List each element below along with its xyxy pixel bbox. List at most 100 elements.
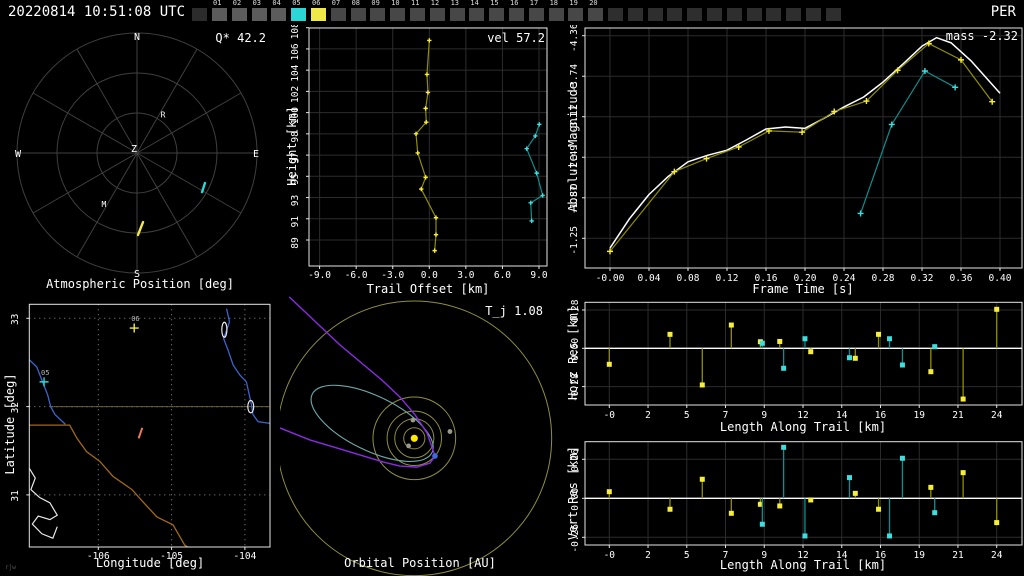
meteoroid-orbit-purple (280, 296, 436, 468)
frame-box-13[interactable] (449, 8, 465, 21)
frame-box[interactable] (746, 8, 762, 21)
svg-text:0.24: 0.24 (833, 273, 856, 284)
frame-box-04[interactable] (271, 8, 287, 21)
svg-text:-106: -106 (87, 551, 110, 562)
frame-box[interactable] (627, 8, 643, 21)
trail-ylabel: Height [km] (285, 106, 299, 186)
atmospheric-title: Atmospheric Position [deg] (46, 277, 234, 291)
frame-box-20[interactable] (588, 8, 604, 21)
svg-text:-105: -105 (160, 551, 183, 562)
frame-box-label: 08 (351, 0, 361, 7)
frame-box-08[interactable] (350, 8, 366, 21)
frame-box-01[interactable] (212, 8, 227, 21)
vertical-residuals-plot: -0 2 5 7 9 12 14 16 19 21 24 0.26 0.00 -0.26 (570, 441, 1023, 561)
magnitude-xlabel: Frame Time [s] (752, 282, 854, 296)
svg-text:9: 9 (761, 550, 767, 561)
ground-track (137, 427, 144, 439)
watermark: rjw (5, 564, 16, 571)
ground-map-plot: 06 05 -106 -105 -104 33 32 31 (10, 303, 271, 562)
svg-text:19: 19 (913, 410, 925, 421)
frame-box-16[interactable] (509, 8, 524, 21)
frame-box[interactable] (806, 8, 821, 21)
ground-map-panel: 06 05 -106 -105 -104 33 32 31 Longitude [deg] L… (0, 300, 280, 576)
frame-box-07[interactable] (330, 8, 346, 21)
terrain-outline (29, 468, 59, 539)
horizontal-residuals-panel: -0 2 5 7 9 12 14 16 19 21 24 0.28 0.00 -0.28 Length A… (560, 295, 1024, 437)
frame-box[interactable] (192, 8, 207, 21)
frame-box-17[interactable] (528, 8, 544, 21)
sun (410, 434, 418, 442)
vert-xlabel: Length Along Trail [km] (719, 558, 887, 572)
frame-box[interactable] (766, 8, 782, 21)
svg-text:7: 7 (723, 410, 729, 421)
y-tick-labels: 0.26 0.00 -0.26 (570, 449, 581, 553)
frame-box-label: 18 (549, 0, 559, 7)
frame-box[interactable] (608, 8, 623, 21)
frame-box-06[interactable] (311, 8, 326, 21)
frame-box-label: 02 (232, 0, 242, 7)
frame-box[interactable] (786, 8, 802, 21)
frame-box-05[interactable] (291, 8, 307, 21)
frame-box-02[interactable] (231, 8, 247, 21)
frame-box-03[interactable] (251, 8, 267, 21)
svg-text:21: 21 (952, 410, 964, 421)
polar-grid (16, 32, 258, 274)
frame-box-label: 15 (490, 0, 499, 7)
frame-box-10[interactable] (390, 8, 406, 21)
frame-box[interactable] (707, 8, 722, 21)
svg-text:24: 24 (991, 410, 1003, 421)
svg-text:R: R (161, 110, 166, 119)
svg-text:-3.74: -3.74 (569, 64, 580, 93)
axes-frame (582, 301, 1023, 408)
vert-ylabel: Vert Res [km] (566, 446, 580, 540)
svg-text:97: 97 (290, 152, 301, 163)
svg-text:14: 14 (836, 550, 848, 561)
horz-ylabel: Horz Res [km] (566, 306, 580, 400)
frame-box-label: 07 (331, 0, 341, 7)
svg-text:0.32: 0.32 (911, 273, 934, 284)
svg-text:89: 89 (290, 237, 301, 249)
station-markers: 06 05 (39, 315, 140, 387)
frame-box[interactable] (687, 8, 703, 21)
sky-markers: RM (102, 110, 166, 209)
tisserand-value: T_j 1.08 (485, 304, 543, 318)
frame-box-18[interactable] (548, 8, 564, 21)
frame-box-09[interactable] (370, 8, 386, 21)
planet-mars (447, 429, 453, 434)
frame-box[interactable] (667, 8, 683, 21)
svg-text:9.0: 9.0 (530, 270, 547, 281)
frame-box-14[interactable] (469, 8, 485, 21)
svg-text:-0.28: -0.28 (570, 373, 581, 402)
frame-box-label: 19 (569, 0, 578, 7)
svg-text:-6.0: -6.0 (345, 270, 368, 281)
svg-text:Z: Z (131, 144, 137, 155)
frame-box-15[interactable] (489, 8, 505, 21)
svg-text:16: 16 (875, 410, 887, 421)
frame-box-label: 14 (470, 0, 479, 7)
frame-box-12[interactable] (429, 8, 445, 21)
meteoroid-orbit-teal (310, 384, 434, 462)
residuals-station-05 (759, 336, 938, 371)
top-bar: 20220814 10:51:08 UTC 01 02 03 04 05 06 07 08 09… (0, 0, 1024, 25)
frame-box[interactable] (647, 8, 663, 21)
axes-frame (26, 303, 271, 550)
trail-offset-panel: -9.0 -6.0 -3.0 0.0 3.0 6.0 9.0 108 106 104 102 100 9… (280, 25, 560, 300)
frame-box[interactable] (825, 8, 841, 21)
frame-box[interactable] (726, 8, 742, 21)
frame-box-11[interactable] (410, 8, 425, 21)
svg-text:-1.25: -1.25 (569, 226, 580, 255)
planet-mercury (406, 443, 411, 449)
vertical-residuals-panel: -0 2 5 7 9 12 14 16 19 21 24 0.26 0.00 -0.26 Length A… (560, 430, 1024, 576)
svg-text:98: 98 (290, 131, 301, 143)
planet-venus (410, 417, 416, 423)
shower-code: PER (990, 4, 1016, 20)
lightcurve-station-06 (607, 40, 996, 255)
station-label: 05 (41, 369, 49, 377)
trail-offset-plot: -9.0 -6.0 -3.0 0.0 3.0 6.0 9.0 108 106 104 102 100 9… (290, 25, 548, 281)
q-value: Q* 42.2 (215, 31, 266, 45)
frame-box-19[interactable] (568, 8, 584, 21)
map-grid (29, 304, 270, 547)
svg-text:19: 19 (913, 550, 925, 561)
x-tick-labels: -106 -105 -104 (87, 551, 257, 562)
horizontal-residuals-plot: -0 2 5 7 9 12 14 16 19 21 24 0.28 0.00 -0.28 (570, 299, 1023, 421)
